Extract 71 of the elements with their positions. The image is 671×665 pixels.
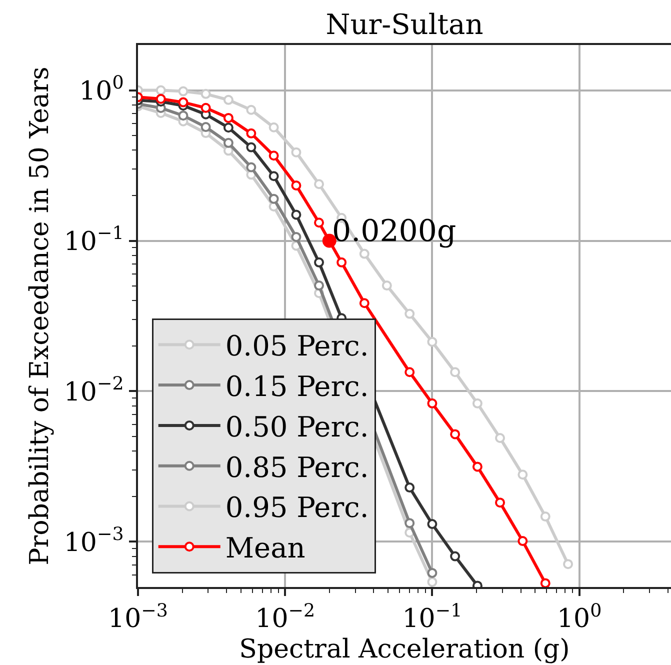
point (427, 568, 438, 578)
point (450, 551, 460, 562)
point (427, 398, 438, 408)
point (223, 94, 234, 105)
y-tick-label: 10$^{−2}$ (64, 373, 124, 408)
point (200, 88, 211, 99)
y-tick-label: 10$^{0}$ (79, 72, 124, 106)
y-tick-label: 10$^{−3}$ (64, 524, 124, 558)
x-tick-label: 10$^{−3}$ (108, 600, 168, 634)
x-tick-label: 10$^{−2}$ (255, 600, 316, 634)
point (518, 470, 528, 480)
point (427, 519, 438, 530)
point (314, 179, 324, 190)
point (540, 512, 550, 522)
x-tick-label: 10$^{0}$ (556, 600, 602, 634)
point (314, 280, 324, 291)
point (404, 482, 415, 493)
point (156, 85, 166, 96)
legend-label: 0.05 Perc. (225, 330, 369, 363)
legend-label: 0.50 Perc. (225, 410, 369, 444)
legend-label: 0.15 Perc. (225, 370, 369, 403)
point (200, 102, 211, 113)
point (268, 150, 279, 161)
point (404, 518, 415, 528)
point (404, 367, 415, 378)
point (178, 86, 188, 96)
point (495, 432, 506, 443)
point (427, 336, 438, 347)
point (291, 232, 302, 242)
point (223, 112, 234, 123)
point (359, 248, 370, 259)
point (178, 110, 188, 121)
annotation: 0.0200g (332, 214, 456, 249)
point (268, 171, 279, 182)
point (314, 257, 324, 268)
point (472, 398, 482, 408)
point (404, 308, 415, 319)
point (291, 210, 302, 220)
point (563, 559, 574, 570)
point (268, 194, 279, 204)
point (178, 97, 188, 108)
point (223, 138, 234, 148)
point (518, 536, 528, 546)
point (223, 122, 234, 133)
point (540, 578, 550, 587)
chart-title: Nur-Sultan (326, 8, 484, 41)
point (495, 498, 506, 508)
legend-label: Mean (225, 532, 306, 565)
point (246, 104, 256, 115)
point (291, 147, 302, 158)
point (336, 257, 347, 268)
y-axis-title: Probability of Exceedance in 50 Years (24, 66, 55, 566)
point (359, 298, 370, 308)
x-tick-label: 10$^{−1}$ (402, 600, 462, 634)
point (246, 142, 256, 152)
point (382, 280, 392, 291)
point (314, 218, 324, 228)
y-tick-label: 10$^{−1}$ (64, 222, 124, 257)
legend-label: 0.85 Perc. (225, 450, 369, 484)
point (268, 122, 279, 132)
point (291, 180, 302, 190)
point (246, 128, 256, 138)
legend-label: 0.95 Perc. (225, 491, 369, 524)
point (450, 367, 460, 378)
point (200, 122, 211, 132)
point (246, 162, 256, 172)
point (156, 94, 166, 104)
point (427, 576, 438, 587)
x-axis-title: Spectral Acceleration (g) (239, 634, 570, 664)
point (450, 429, 460, 440)
point (472, 462, 482, 472)
